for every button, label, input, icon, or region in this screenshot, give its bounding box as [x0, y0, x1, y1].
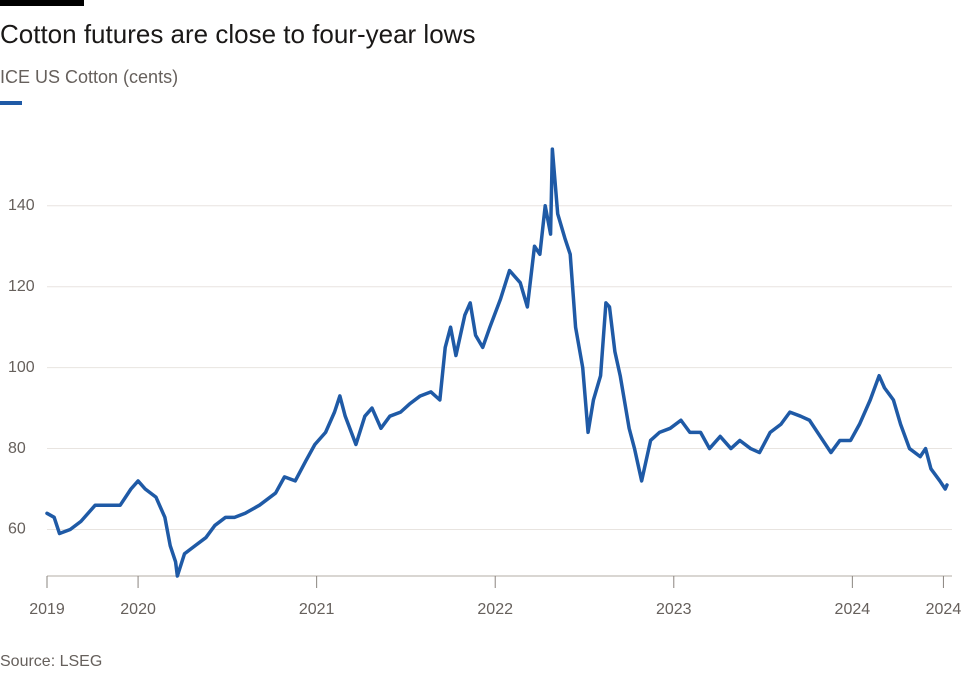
x-tick-label: 2023 — [656, 601, 692, 618]
x-tick-label: 2024 — [835, 601, 871, 618]
chart-title: Cotton futures are close to four-year lo… — [0, 19, 475, 49]
x-tick-label: 2024 — [926, 601, 962, 618]
price-line — [45, 147, 949, 578]
y-tick-label: 100 — [8, 359, 35, 376]
y-tick-label: 80 — [8, 440, 26, 457]
y-tick-label: 60 — [8, 521, 26, 538]
legend-key — [0, 101, 22, 105]
brand-bar — [0, 0, 84, 6]
x-tick-label: 2022 — [477, 601, 513, 618]
y-tick-label: 120 — [8, 278, 35, 295]
x-tick-label: 2020 — [120, 601, 156, 618]
x-tick-label: 2019 — [29, 601, 65, 618]
chart-subtitle: ICE US Cotton (cents) — [0, 67, 178, 87]
x-tick-label: 2021 — [299, 601, 335, 618]
y-tick-label: 140 — [8, 197, 35, 214]
source: Source: LSEG — [0, 653, 102, 670]
